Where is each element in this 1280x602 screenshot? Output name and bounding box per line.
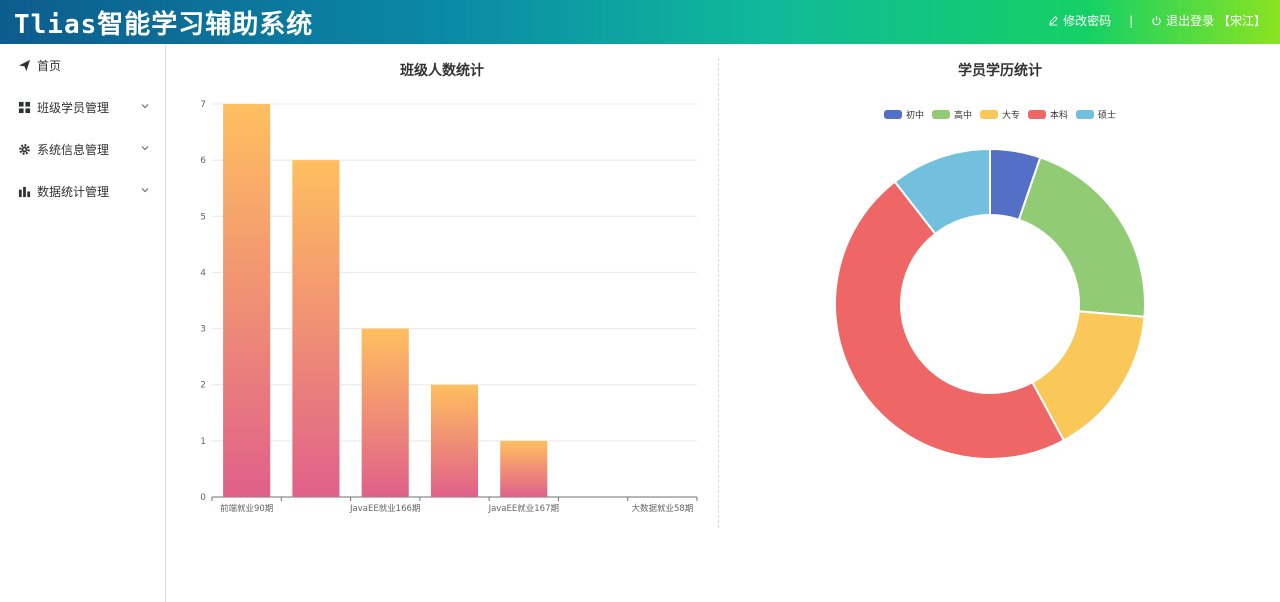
- y-tick-label: 3: [200, 325, 206, 335]
- y-tick-label: 2: [200, 381, 206, 391]
- paper-plane-icon: [18, 59, 31, 71]
- sidebar-item-label: 首页: [37, 58, 62, 73]
- bar[interactable]: [500, 440, 548, 497]
- legend-item[interactable]: 大专: [979, 108, 1020, 121]
- legend-label: 初中: [905, 111, 924, 121]
- x-tick-label: 前端就业90期: [220, 503, 273, 514]
- change-password-link[interactable]: 修改密码: [1048, 12, 1111, 29]
- bar[interactable]: [223, 104, 271, 497]
- pie-chart: [834, 147, 1146, 460]
- y-tick-label: 6: [200, 156, 206, 166]
- x-tick-label: JavaEE就业166期: [349, 503, 420, 514]
- y-tick-label: 5: [200, 212, 206, 222]
- sidebar-item-home[interactable]: 首页: [0, 44, 165, 86]
- app-header: Tlias智能学习辅助系统 修改密码 | 退出登录 【宋江】: [0, 0, 1280, 44]
- pie-chart-title: 学员学历统计: [958, 63, 1042, 79]
- legend-swatch: [931, 110, 950, 119]
- chart-divider: [718, 58, 719, 528]
- sidebar-item-system-info[interactable]: 系统信息管理: [0, 128, 165, 170]
- sidebar-item-class-student[interactable]: 班级学员管理: [0, 86, 165, 128]
- y-tick-label: 0: [200, 493, 206, 503]
- y-tick-label: 4: [200, 268, 206, 278]
- legend-label: 硕士: [1098, 111, 1117, 121]
- bar-chart: 0 1 2 3 4 5 6 7 前端就业90期 JavaEE就业166期 JavaEE就业167期 大…: [200, 100, 698, 514]
- pie-slice[interactable]: [1017, 156, 1146, 318]
- pie-legend: 初中 高中 大专 本科 硕士: [720, 108, 1280, 121]
- bar-chart-title: 班级人数统计: [400, 63, 484, 79]
- sidebar-item-data-stats[interactable]: 数据统计管理: [0, 170, 165, 212]
- sidebar: 首页 班级学员管理 系统信息管理 数据统计管理: [0, 44, 166, 602]
- grid-icon: [18, 101, 31, 113]
- bar[interactable]: [292, 160, 340, 497]
- logout-link[interactable]: 退出登录 【宋江】: [1151, 12, 1266, 29]
- education-chart-panel: 学员学历统计 初中 高中 大专 本科 硕士: [720, 44, 1280, 534]
- pie-slice[interactable]: [893, 147, 991, 236]
- edit-icon: [1049, 16, 1058, 26]
- legend-swatch: [979, 110, 998, 119]
- legend-label: 高中: [953, 111, 972, 121]
- pie-slice[interactable]: [834, 180, 1066, 460]
- header-separator: |: [1129, 13, 1134, 28]
- app-title: Tlias智能学习辅助系统: [14, 10, 314, 40]
- bar[interactable]: [430, 384, 479, 497]
- legend-label: 大专: [1001, 111, 1020, 121]
- legend-label: 本科: [1050, 111, 1069, 121]
- legend-item[interactable]: 本科: [1028, 108, 1068, 121]
- legend-item[interactable]: 硕士: [1076, 108, 1116, 121]
- y-tick-label: 1: [200, 437, 206, 447]
- legend-item[interactable]: 初中: [883, 108, 924, 121]
- legend-swatch: [1076, 110, 1095, 119]
- chevron-down-icon: [141, 188, 149, 193]
- legend-item[interactable]: 高中: [931, 108, 972, 121]
- bar-chart-icon: [18, 186, 31, 197]
- legend-swatch: [883, 110, 902, 119]
- x-tick-label: JavaEE就业167期: [488, 503, 559, 514]
- gear-icon: [19, 143, 30, 155]
- chevron-down-icon: [141, 104, 149, 109]
- legend-swatch: [1028, 110, 1046, 119]
- sidebar-item-label: 班级学员管理: [37, 100, 110, 115]
- chevron-down-icon: [141, 146, 149, 151]
- class-size-chart-panel: 班级人数统计 0 1 2 3 4 5 6 7 前端就业90期 JavaEE就业166期 JavaEE…: [166, 44, 718, 534]
- sidebar-item-label: 数据统计管理: [37, 184, 110, 199]
- sidebar-item-label: 系统信息管理: [37, 142, 110, 157]
- bar[interactable]: [361, 328, 409, 497]
- x-tick-label: 大数据就业58期: [631, 503, 693, 514]
- logout-label: 退出登录 【宋江】: [1166, 14, 1266, 28]
- header-actions: 修改密码 | 退出登录 【宋江】: [1048, 12, 1266, 29]
- power-icon: [1152, 15, 1161, 26]
- y-tick-label: 7: [200, 100, 206, 110]
- change-password-label: 修改密码: [1063, 14, 1112, 28]
